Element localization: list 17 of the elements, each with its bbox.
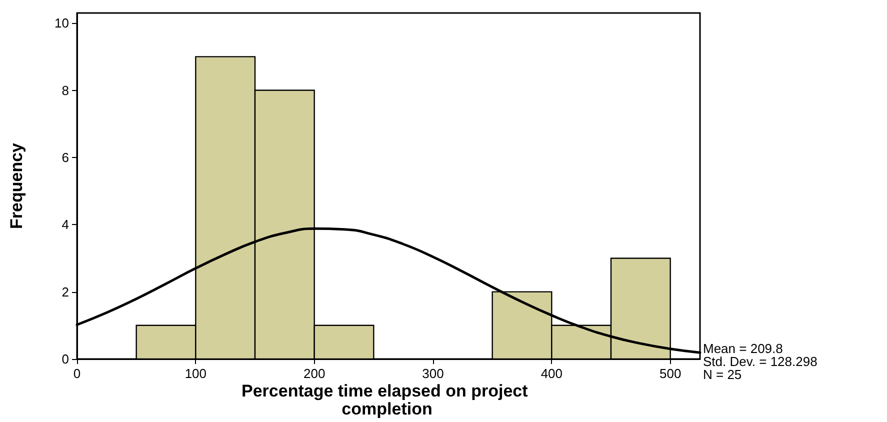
y-tick-label: 0 — [62, 352, 69, 366]
y-tick-label: 6 — [62, 150, 69, 165]
text: N = 25 — [703, 367, 742, 382]
y-axis-title: Frequency — [7, 142, 26, 229]
x-tick-label: 300 — [422, 366, 444, 381]
x-tick-label: 500 — [659, 366, 682, 381]
y-tick-label: 8 — [62, 82, 69, 98]
x-tick-label: 0 — [73, 366, 81, 381]
y-tick-label: 10 — [54, 16, 69, 31]
x-axis-title: Percentage time elapsed on project completion — [242, 382, 532, 418]
text: Std. Dev. = 128.298 — [703, 354, 818, 369]
y-tick-label: 4 — [62, 217, 69, 232]
x-tick-label: 100 — [184, 366, 207, 381]
x-tick-label: 200 — [303, 366, 326, 381]
text: Mean = 209.8 — [703, 341, 783, 356]
x-tick-label: 400 — [540, 366, 563, 381]
y-tick-label: 2 — [62, 284, 69, 300]
